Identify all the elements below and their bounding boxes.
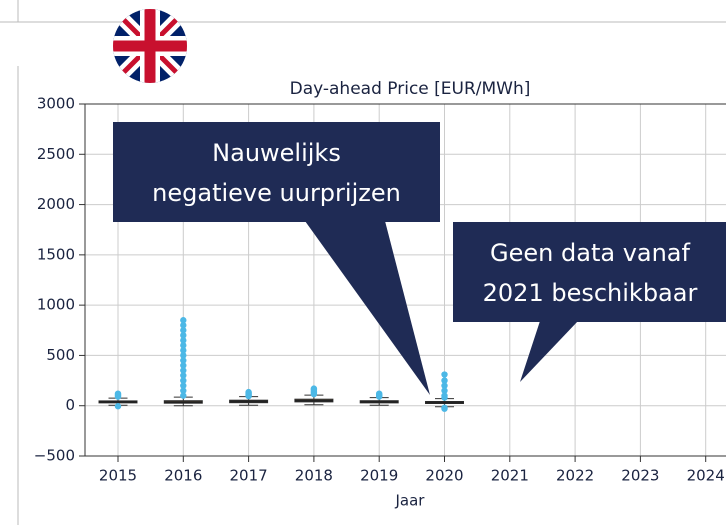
outlier	[441, 392, 448, 399]
uk-flag	[113, 9, 187, 83]
outlier	[180, 327, 187, 334]
outlier	[180, 342, 187, 349]
x-tick-label: 2024	[687, 467, 725, 485]
y-tick-label: 1000	[37, 296, 75, 314]
y-tick-label: 0	[65, 396, 75, 414]
outlier	[441, 377, 448, 384]
outlier	[180, 392, 187, 399]
callout-text: Geen data vanaf	[490, 239, 690, 267]
outlier	[376, 390, 383, 397]
outlier	[180, 387, 187, 394]
chart-title: Day-ahead Price [EUR/MWh]	[290, 79, 531, 99]
y-tick-label: 2000	[37, 195, 75, 213]
callout	[453, 222, 726, 322]
x-tick-label: 2018	[295, 467, 333, 485]
outlier	[180, 377, 187, 384]
x-tick-label: 2017	[230, 467, 268, 485]
x-tick-label: 2016	[164, 467, 202, 485]
outlier	[114, 390, 122, 397]
outlier	[441, 387, 448, 394]
x-tick-label: 2022	[556, 467, 594, 485]
y-tick-label: 3000	[37, 95, 75, 113]
x-tick-label: 2015	[99, 467, 137, 485]
outlier	[180, 317, 187, 324]
callout-pointer	[305, 221, 430, 395]
y-tick-label: 2500	[37, 145, 75, 163]
outlier	[180, 382, 187, 389]
callout-text: 2021 beschikbaar	[483, 279, 698, 307]
callout	[113, 122, 440, 222]
outlier	[114, 403, 122, 410]
outlier	[180, 322, 187, 329]
x-tick-label: 2019	[360, 467, 398, 485]
outlier	[245, 388, 252, 396]
callout-text: Nauwelijks	[212, 139, 341, 167]
x-tick-label: 2021	[491, 467, 529, 485]
outlier	[180, 337, 187, 344]
callout-pointer	[520, 321, 578, 382]
outlier	[180, 332, 187, 339]
y-tick-label: 500	[46, 346, 75, 364]
outlier	[180, 357, 187, 364]
x-axis-label: Jaar	[395, 492, 426, 510]
x-tick-label: 2020	[425, 467, 463, 485]
boxes	[98, 317, 464, 412]
outlier	[310, 385, 318, 392]
callout-text: negatieve uurprijzen	[152, 179, 401, 207]
outlier	[441, 371, 448, 378]
outlier	[441, 382, 448, 389]
x-tick-label: 2023	[621, 467, 659, 485]
y-tick-label: 1500	[37, 245, 75, 263]
annotations: Nauwelijks negatieve uurprijzen Geen data …	[113, 122, 726, 395]
outlier	[180, 347, 187, 354]
y-tick-label: −500	[34, 447, 75, 465]
outlier	[180, 352, 187, 359]
outlier	[180, 367, 187, 374]
outlier	[180, 362, 187, 369]
outlier	[441, 404, 448, 411]
outlier	[180, 372, 187, 379]
